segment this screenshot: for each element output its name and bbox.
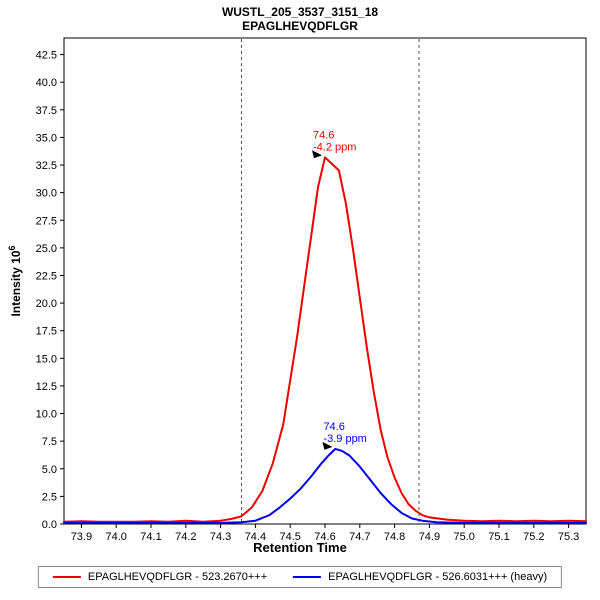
x-tick-label: 75.0 bbox=[453, 531, 474, 543]
legend: EPAGLHEVQDFLGR - 523.2670+++ EPAGLHEVQDF… bbox=[37, 566, 563, 588]
annotation-rt-label: 74.6 bbox=[313, 129, 334, 141]
x-tick-label: 75.2 bbox=[523, 531, 544, 543]
chart-title: WUSTL_205_3537_3151_18 bbox=[221, 5, 379, 19]
peak-apex-arrow-icon bbox=[322, 441, 333, 450]
y-tick-label: 5.0 bbox=[42, 464, 57, 476]
x-tick-label: 74.8 bbox=[384, 531, 405, 543]
y-axis-label: Intensity 106 bbox=[7, 245, 23, 317]
plot-area-border[interactable] bbox=[63, 37, 587, 525]
x-tick-label: 74.3 bbox=[210, 531, 231, 543]
legend-label-heavy: EPAGLHEVQDFLGR - 526.6031+++ (heavy) bbox=[328, 571, 548, 583]
x-tick-label: 74.4 bbox=[245, 531, 266, 543]
annotation-rt-label: 74.6 bbox=[323, 421, 344, 433]
x-tick-label: 74.2 bbox=[175, 531, 196, 543]
y-tick-label: 7.5 bbox=[42, 436, 57, 448]
legend-line-sample-light bbox=[52, 576, 81, 578]
legend-item-light: EPAGLHEVQDFLGR - 523.2670+++ bbox=[52, 571, 268, 583]
series-trace-light bbox=[63, 156, 587, 523]
y-tick-label: 22.5 bbox=[36, 270, 57, 282]
series-trace-heavy bbox=[63, 447, 587, 524]
y-tick-label: 2.5 bbox=[42, 491, 57, 503]
y-tick-label: 42.5 bbox=[36, 50, 57, 62]
legend-label-light: EPAGLHEVQDFLGR - 523.2670+++ bbox=[87, 571, 268, 583]
legend-line-sample-heavy bbox=[293, 576, 322, 578]
y-tick-label: 40.0 bbox=[36, 77, 57, 89]
x-tick-label: 74.1 bbox=[140, 531, 161, 543]
y-tick-label: 35.0 bbox=[36, 132, 57, 144]
y-tick-label: 15.0 bbox=[36, 353, 57, 365]
y-tick-label: 20.0 bbox=[36, 298, 57, 310]
x-tick-label: 75.3 bbox=[558, 531, 579, 543]
y-axis-exponent: 6 bbox=[7, 245, 17, 251]
x-tick-label: 73.9 bbox=[71, 531, 92, 543]
y-tick-label: 32.5 bbox=[36, 160, 57, 172]
peak-apex-arrow-icon bbox=[312, 150, 322, 159]
x-tick-label: 74.0 bbox=[105, 531, 126, 543]
annotation-ppm-label: -3.9 ppm bbox=[323, 433, 366, 445]
legend-item-heavy: EPAGLHEVQDFLGR - 526.6031+++ (heavy) bbox=[293, 571, 547, 583]
x-tick-label: 74.7 bbox=[349, 531, 370, 543]
y-tick-label: 25.0 bbox=[36, 243, 57, 255]
chart-subtitle-peptide: EPAGLHEVQDFLGR bbox=[242, 19, 358, 33]
y-tick-label: 30.0 bbox=[36, 188, 57, 200]
x-tick-label: 74.9 bbox=[419, 531, 440, 543]
x-tick-label: 75.1 bbox=[488, 531, 509, 543]
x-axis-label: Retention Time bbox=[253, 540, 347, 555]
annotation-ppm-label: -4.2 ppm bbox=[313, 141, 356, 153]
y-tick-label: 10.0 bbox=[36, 409, 57, 421]
y-tick-label: 0.0 bbox=[42, 519, 57, 531]
y-tick-label: 17.5 bbox=[36, 326, 57, 338]
y-tick-label: 37.5 bbox=[36, 105, 57, 117]
y-tick-label: 27.5 bbox=[36, 215, 57, 227]
y-tick-label: 12.5 bbox=[36, 381, 57, 393]
x-tick-label: 74.6 bbox=[314, 531, 335, 543]
x-tick-label: 74.5 bbox=[279, 531, 300, 543]
